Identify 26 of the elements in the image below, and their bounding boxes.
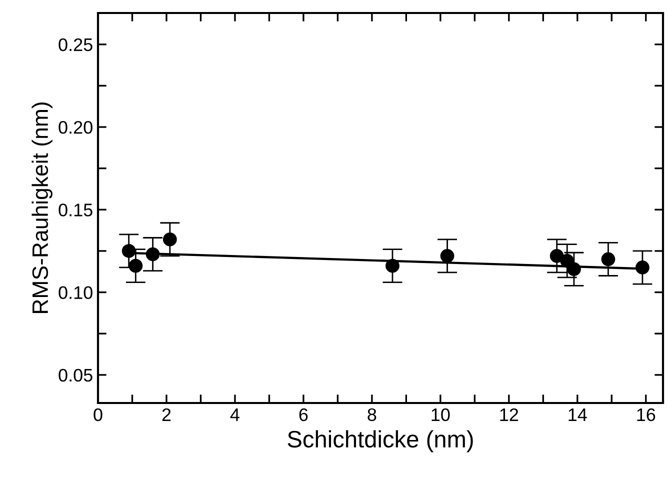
point [440,248,454,263]
y-tick-label: 0.05 [58,368,92,382]
point [386,258,400,273]
x-tick-label: 0 [94,408,102,422]
y-axis-title: RMS-Rauhigkeit (nm) [32,102,52,313]
x-tick-label: 4 [230,408,240,421]
x-tick-label: 8 [368,408,376,422]
x-tick-label: 6 [299,408,308,422]
x-tick-label: 14 [568,408,587,421]
y-tick-label: 0.20 [58,120,92,134]
point [567,262,581,276]
point [550,248,564,263]
point [122,244,136,258]
y-tick-label: 0.25 [58,38,92,52]
point [601,252,616,266]
point [146,247,160,262]
x-tick-label: 12 [500,408,518,421]
x-tick-label: 10 [432,408,450,422]
point [636,260,650,274]
y-tick-label: 0.15 [58,204,92,216]
point [128,258,143,273]
y-tick-label: 0.10 [58,286,92,299]
x-tick-label: 16 [637,408,656,422]
x-tick-label: 2 [162,408,171,421]
x-axis-title: Schichtdicke (nm) [288,430,473,452]
point [162,232,177,246]
